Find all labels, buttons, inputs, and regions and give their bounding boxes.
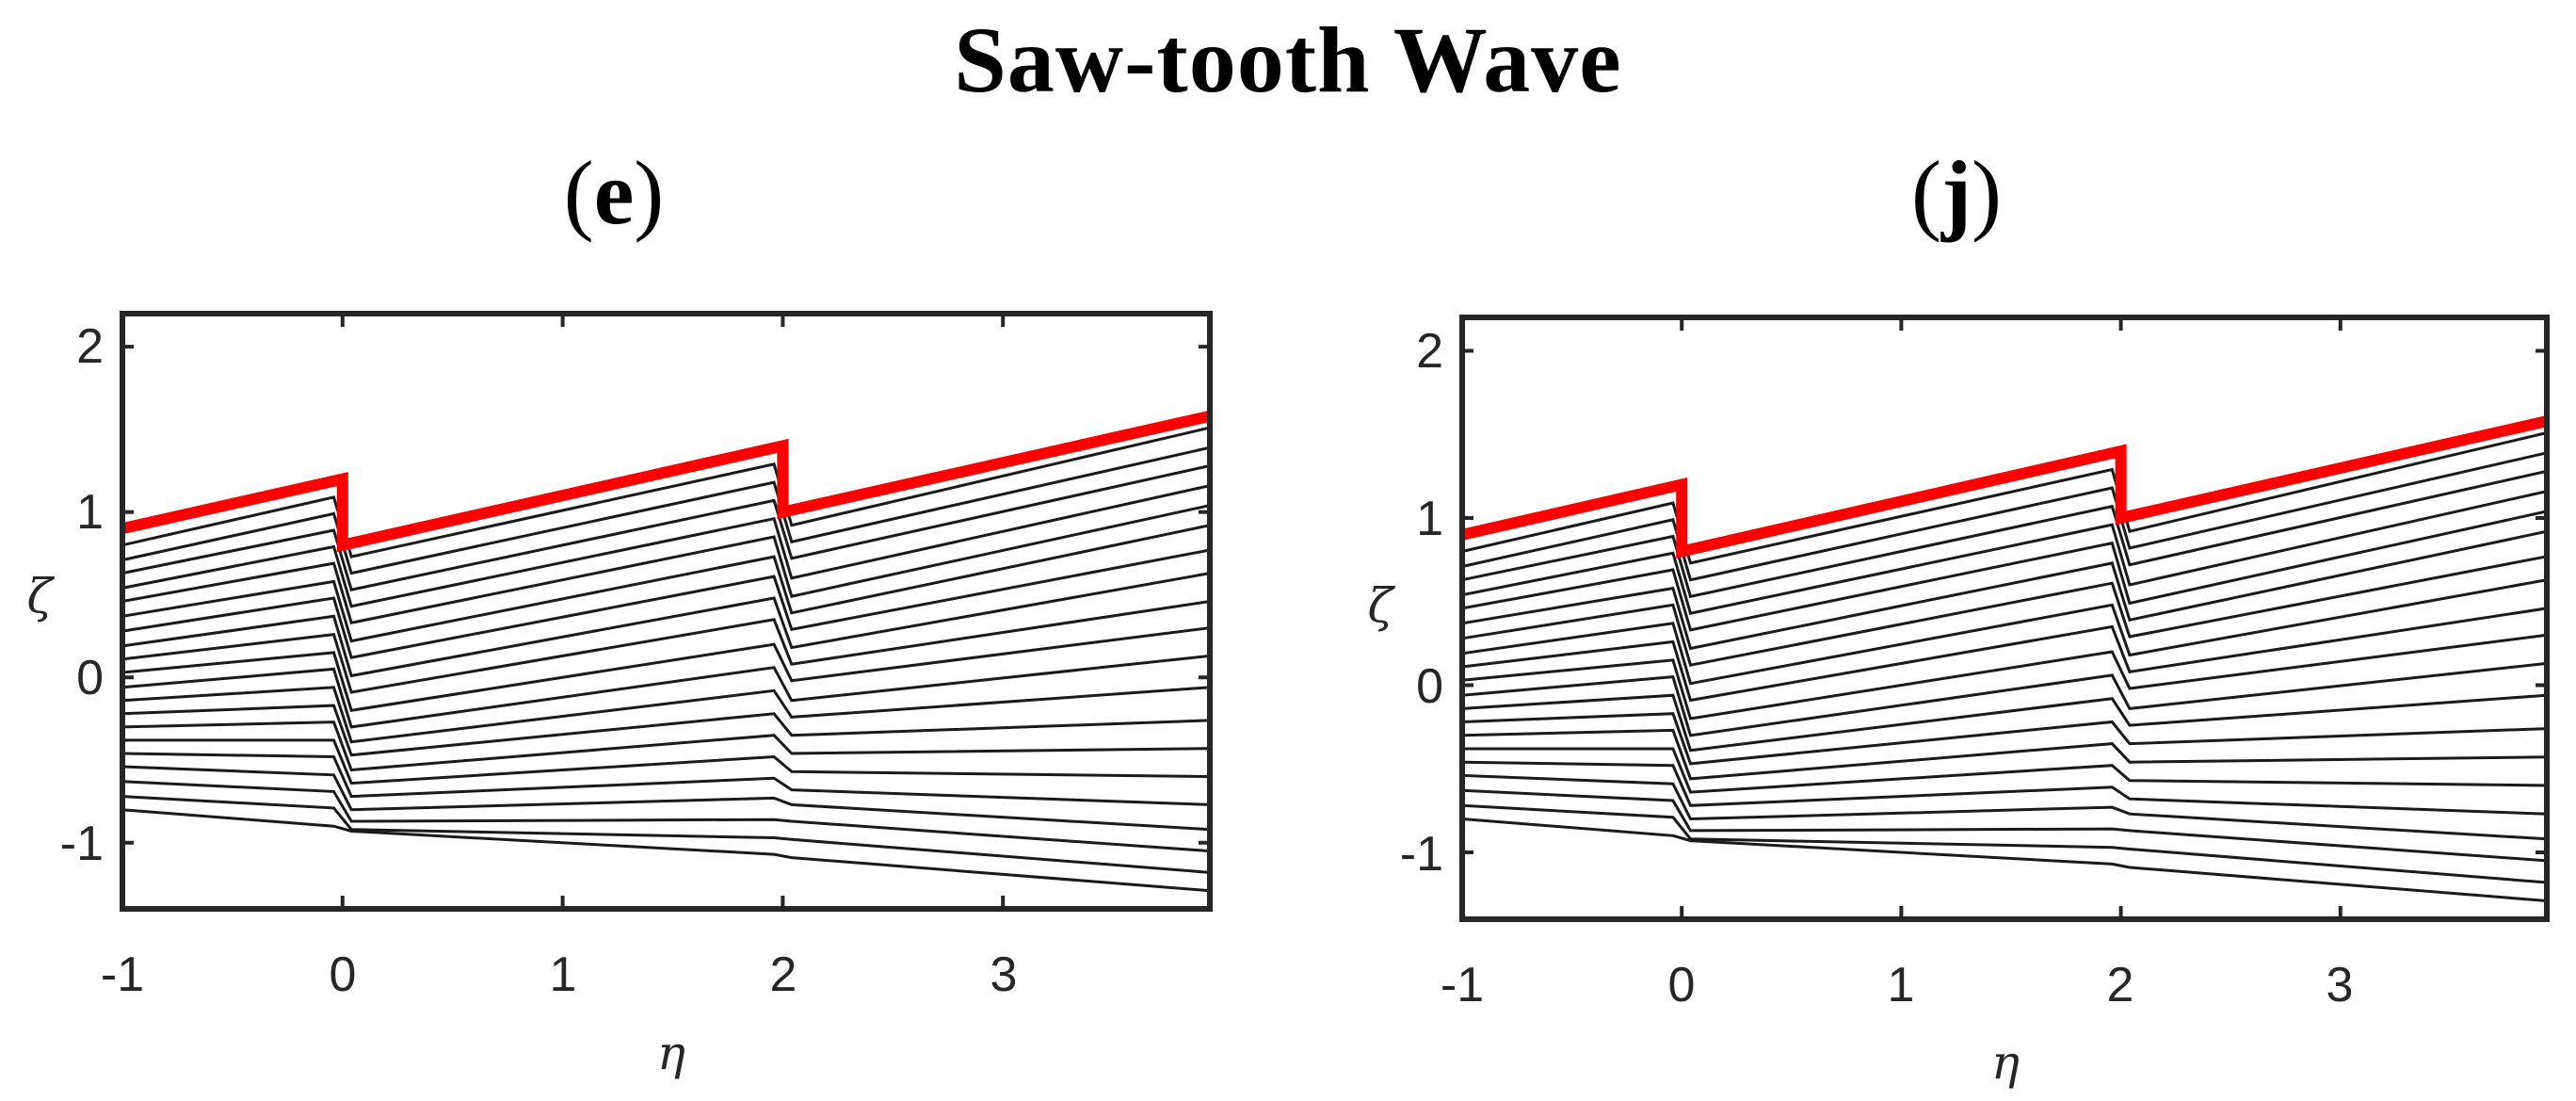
- axes-frame: [1459, 315, 2550, 922]
- family-curve: [121, 464, 1211, 591]
- axes-frame: [120, 311, 1213, 912]
- family-curve: [1461, 529, 2548, 651]
- family-curve: [1461, 431, 2548, 565]
- family-curve: [121, 524, 1211, 643]
- family-curve: [1461, 451, 2548, 582]
- panel-label-open-paren: (: [1911, 142, 1942, 243]
- x-tick-label: 2: [770, 947, 797, 1002]
- family-curve: [1461, 555, 2548, 667]
- family-curve: [121, 704, 1211, 757]
- family-curve: [121, 721, 1211, 772]
- y-tick-label: 1: [1416, 492, 1443, 546]
- family-curve: [121, 445, 1211, 575]
- panel-label-close-paren: ): [1971, 142, 2002, 243]
- x-tick-label: -1: [101, 947, 144, 1002]
- y-tick-label: -1: [60, 817, 104, 871]
- family-curve: [121, 686, 1211, 744]
- figure-title: Saw-tooth Wave: [954, 8, 1622, 112]
- x-tick-label: 3: [2326, 958, 2354, 1012]
- family-curve: [1461, 693, 2548, 753]
- family-curve: [1461, 607, 2548, 703]
- family-curve: [1461, 578, 2548, 686]
- family-curve: [1461, 490, 2548, 615]
- family-curve: [1461, 728, 2548, 781]
- panel-label-j: (j): [1815, 132, 2098, 254]
- family-curve: [121, 780, 1211, 853]
- family-curve: [1461, 510, 2548, 632]
- y-axis-label: ζ: [26, 569, 55, 623]
- family-curve: [1461, 469, 2548, 599]
- x-axis-label: η: [1991, 1035, 2020, 1090]
- panel-label-letter: j: [1941, 142, 1972, 243]
- x-tick-label: 2: [2107, 958, 2134, 1012]
- family-curve: [121, 626, 1211, 712]
- axis-ticks: [1460, 317, 2547, 919]
- family-curve: [122, 738, 1211, 785]
- family-curve: [1461, 803, 2548, 884]
- y-tick-label: 1: [76, 485, 104, 540]
- x-tick-label: 0: [1668, 958, 1696, 1012]
- family-curve: [121, 504, 1211, 625]
- x-tick-label: 1: [1888, 958, 1915, 1012]
- x-axis-label: η: [657, 1026, 685, 1080]
- family-curve: [121, 795, 1211, 874]
- family-curve: [121, 808, 1211, 893]
- family-curve: [1461, 760, 2548, 816]
- family-curve: [121, 765, 1211, 832]
- sawtooth-boundary-curve: [1460, 415, 2549, 559]
- family-curve: [1461, 773, 2548, 841]
- family-curve: [1461, 818, 2548, 902]
- family-curve: [121, 572, 1211, 678]
- family-curve: [121, 426, 1211, 559]
- y-tick-label: -1: [1400, 827, 1443, 882]
- panel-label-letter: e: [593, 142, 635, 243]
- curves-group: [1460, 415, 2549, 902]
- family-curve: [121, 600, 1211, 694]
- family-curve: [1461, 712, 2548, 766]
- y-tick-label: 2: [1416, 324, 1443, 379]
- panel-label-open-paren: (: [563, 142, 594, 243]
- panel-label-e: (e): [473, 132, 755, 254]
- curves-group: [121, 410, 1212, 893]
- y-axis-label: ζ: [1367, 578, 1395, 633]
- x-tick-label: 0: [330, 947, 357, 1002]
- axis-ticks: [121, 314, 1210, 909]
- x-tick-label: -1: [1441, 958, 1484, 1012]
- family-curve: [121, 752, 1211, 806]
- family-curve: [121, 654, 1211, 729]
- y-tick-label: 0: [76, 651, 104, 705]
- sawtooth-boundary-curve: [121, 410, 1212, 553]
- family-curve: [121, 548, 1211, 659]
- family-curve: [1461, 788, 2548, 863]
- y-tick-label: 2: [76, 319, 104, 374]
- y-tick-label: 0: [1416, 659, 1443, 714]
- family-curve: [1461, 661, 2548, 737]
- family-curve: [1461, 633, 2548, 721]
- family-curve: [121, 484, 1211, 608]
- x-tick-label: 1: [550, 947, 577, 1002]
- x-tick-label: 3: [990, 947, 1018, 1002]
- family-curve: [1462, 747, 2548, 794]
- panel-label-close-paren: ): [634, 142, 665, 243]
